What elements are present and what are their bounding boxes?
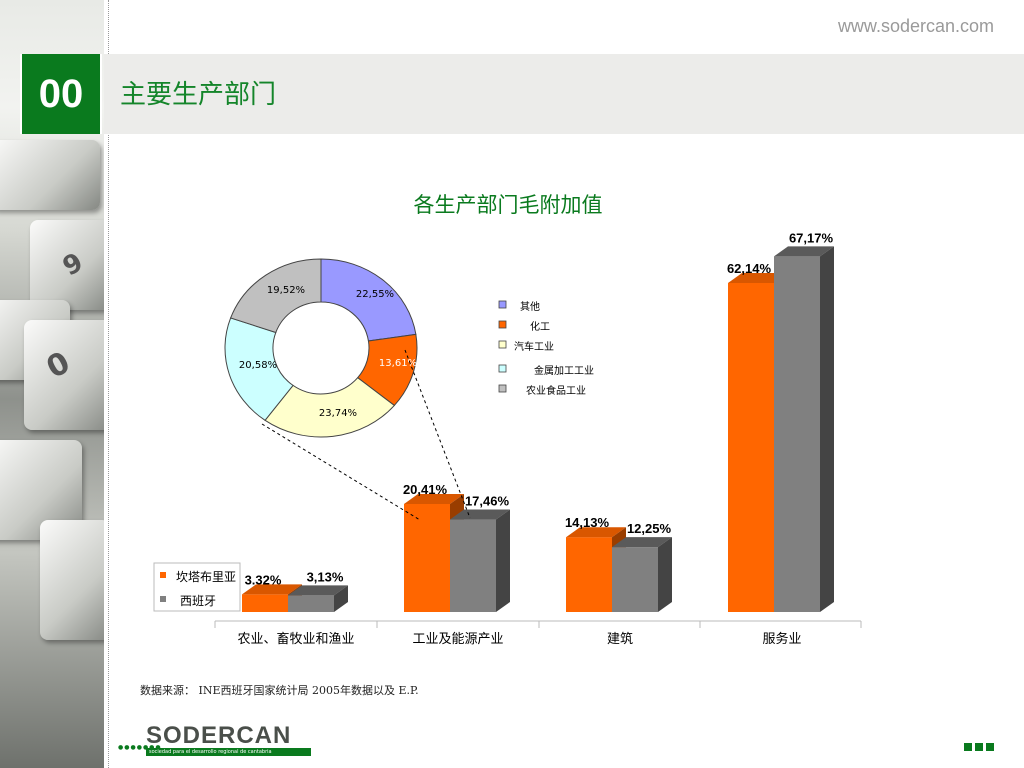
- bar-label-2-0: 14,13%: [565, 515, 610, 530]
- bar-category-3: 服务业: [762, 631, 801, 647]
- bar-top-1-0: [404, 493, 464, 504]
- bar-category-1: 工业及能源产业: [412, 632, 503, 647]
- bar-top-1-1: [450, 509, 510, 520]
- bar-side-1-1: [496, 509, 510, 612]
- bar-category-0: 农业、畜牧业和渔业: [237, 631, 354, 647]
- bar-top-0-1: [288, 585, 348, 596]
- bar-side-2-1: [658, 537, 672, 612]
- donut-label-4: 19,52%: [267, 285, 305, 296]
- bar-label-1-1: 17,46%: [465, 494, 510, 509]
- bar-2-1: [612, 547, 658, 612]
- bar-1-0: [404, 503, 450, 612]
- vertical-divider: [108, 0, 109, 768]
- site-url: www.sodercan.com: [837, 16, 994, 36]
- title-band: [104, 54, 1024, 134]
- bar-legend-label-0: 坎塔布里亚: [176, 570, 236, 584]
- bar-side-3-1: [820, 246, 834, 612]
- donut-legend-swatch-1: [498, 320, 507, 329]
- donut-slice-0: [320, 258, 417, 342]
- donut-label-2: 23,74%: [319, 408, 357, 419]
- donut-legend-swatch-0: [498, 300, 507, 309]
- bar-category-2: 建筑: [607, 631, 633, 647]
- bar-label-3-0: 62,14%: [727, 261, 772, 276]
- source-note: 数据来源： INE西班牙国家统计局 2005年数据以及 E.P.: [140, 684, 419, 697]
- donut-legend-label-0: 其他: [520, 300, 540, 313]
- bar-legend-swatch-1: [160, 596, 166, 602]
- bar-chart: 3.32% 3,13% 农业、畜牧业和渔业 20,41% 17,46% 工业及能源产业 14…: [153, 230, 862, 647]
- donut-chart: 22,55% 13,61% 23,74% 20,58% 19,52% 其他化工汽车工业金属…: [224, 258, 594, 521]
- donut-slice-3: [224, 317, 294, 421]
- bar-top-2-1: [612, 537, 672, 548]
- nav-squares: [964, 736, 997, 755]
- bar-3-0: [728, 283, 774, 612]
- bar-label-2-1: 12,25%: [627, 521, 672, 536]
- donut-legend-swatch-4: [498, 384, 507, 393]
- bar-0-1: [288, 595, 334, 612]
- donut-legend-label-3: 金属加工工业: [534, 364, 594, 377]
- bar-label-3-1: 67,17%: [789, 230, 834, 245]
- donut-label-1: 13,61%: [379, 358, 417, 369]
- donut-slice-4: [229, 258, 322, 334]
- sodercan-logo: ●●●●●●● SODERCAN sociedad para el desarr…: [118, 722, 318, 756]
- bar-0-0: [242, 594, 288, 612]
- connector-line-right: [404, 349, 471, 519]
- connector-line-left: [261, 423, 421, 521]
- page-title: 主要生产部门: [120, 80, 277, 110]
- bar-top-3-1: [774, 246, 834, 257]
- donut-legend-label-2: 汽车工业: [514, 340, 554, 353]
- donut-label-3: 20,58%: [239, 360, 277, 371]
- donut-legend-swatch-2: [498, 340, 507, 349]
- bar-3-1: [774, 256, 820, 612]
- bar-1-1: [450, 519, 496, 612]
- donut-legend-label-4: 农业食品工业: [526, 384, 586, 397]
- bar-top-2-0: [566, 527, 626, 538]
- logo-wordmark: SODERCAN: [146, 722, 292, 749]
- section-number: 00: [20, 54, 102, 134]
- bar-label-0-1: 3,13%: [307, 569, 344, 584]
- donut-label-0: 22,55%: [356, 289, 394, 300]
- bar-legend-swatch-0: [160, 572, 166, 578]
- bar-legend-box: [153, 562, 241, 612]
- bar-top-3-0: [728, 273, 788, 283]
- bar-label-0-0: 3.32%: [245, 572, 282, 587]
- bar-legend-label-1: 西班牙: [180, 594, 216, 608]
- donut-legend-swatch-3: [498, 364, 507, 373]
- bar-side-0-1: [334, 585, 348, 612]
- logo-tagline: sociedad para el desarrollo regional de …: [146, 748, 311, 756]
- donut-legend-label-1: 化工: [530, 320, 550, 333]
- logo-dots: ●●●●●●●: [118, 744, 162, 751]
- bar-2-0: [566, 537, 612, 612]
- donut-chart-title: 各生产部门毛附加值: [413, 193, 603, 217]
- bar-label-1-0: 20,41%: [403, 482, 448, 497]
- bar-top-0-0: [242, 584, 302, 595]
- donut-slice-2: [264, 376, 396, 438]
